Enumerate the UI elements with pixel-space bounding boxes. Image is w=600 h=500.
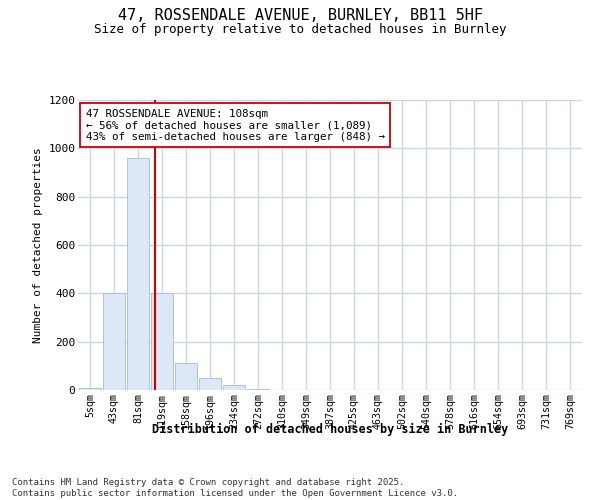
Bar [175, 364, 197, 390]
Bar [223, 385, 245, 390]
Bar [199, 378, 221, 390]
Bar [151, 294, 173, 390]
Text: Size of property relative to detached houses in Burnley: Size of property relative to detached ho… [94, 22, 506, 36]
Text: 47, ROSSENDALE AVENUE, BURNLEY, BB11 5HF: 47, ROSSENDALE AVENUE, BURNLEY, BB11 5HF [118, 8, 482, 22]
Y-axis label: Number of detached properties: Number of detached properties [32, 147, 43, 343]
Bar [247, 389, 269, 390]
Text: Distribution of detached houses by size in Burnley: Distribution of detached houses by size … [152, 422, 508, 436]
Bar [103, 294, 125, 390]
Bar [127, 158, 149, 390]
Bar [79, 388, 101, 390]
Text: Contains HM Land Registry data © Crown copyright and database right 2025.
Contai: Contains HM Land Registry data © Crown c… [12, 478, 458, 498]
Text: 47 ROSSENDALE AVENUE: 108sqm
← 56% of detached houses are smaller (1,089)
43% of: 47 ROSSENDALE AVENUE: 108sqm ← 56% of de… [86, 108, 385, 142]
